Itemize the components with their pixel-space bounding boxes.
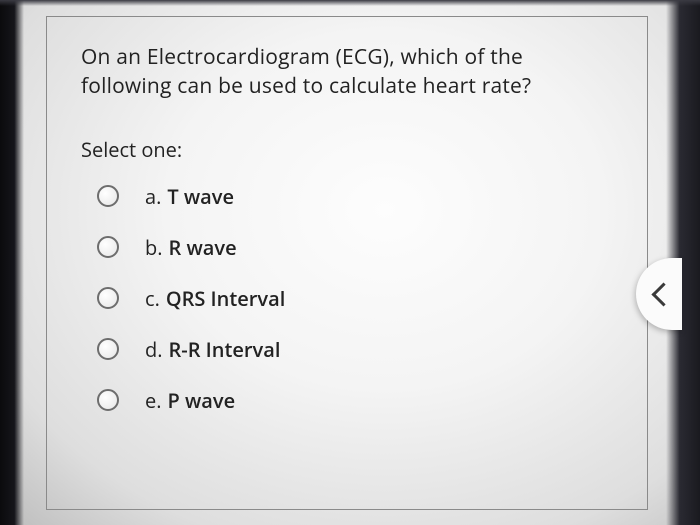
option-e[interactable]: e. P wave	[81, 387, 617, 414]
option-letter: e.	[145, 387, 161, 414]
question-text: On an Electrocardiogram (ECG), which of …	[81, 43, 617, 102]
option-text: R-R Interval	[169, 336, 281, 363]
option-text: P wave	[167, 387, 235, 414]
option-letter: c.	[145, 285, 160, 312]
option-letter: a.	[145, 183, 161, 210]
option-letter: d.	[145, 336, 163, 363]
option-text: R wave	[169, 234, 237, 261]
radio-icon[interactable]	[97, 389, 119, 411]
radio-icon[interactable]	[97, 236, 119, 258]
screenshot-root: On an Electrocardiogram (ECG), which of …	[0, 0, 700, 525]
option-a[interactable]: a. T wave	[81, 183, 617, 210]
option-b[interactable]: b. R wave	[81, 234, 617, 261]
select-one-label: Select one:	[81, 136, 617, 163]
radio-icon[interactable]	[97, 338, 119, 360]
question-card: On an Electrocardiogram (ECG), which of …	[46, 16, 648, 510]
option-text: T wave	[167, 183, 234, 210]
option-letter: b.	[145, 234, 163, 261]
option-c[interactable]: c. QRS Interval	[81, 285, 617, 312]
option-d[interactable]: d. R-R Interval	[81, 336, 617, 363]
radio-icon[interactable]	[97, 287, 119, 309]
device-bezel-top	[0, 0, 700, 6]
option-text: QRS Interval	[166, 285, 285, 312]
chevron-left-icon	[651, 280, 667, 308]
device-bezel-left	[0, 0, 24, 525]
radio-icon[interactable]	[97, 185, 119, 207]
